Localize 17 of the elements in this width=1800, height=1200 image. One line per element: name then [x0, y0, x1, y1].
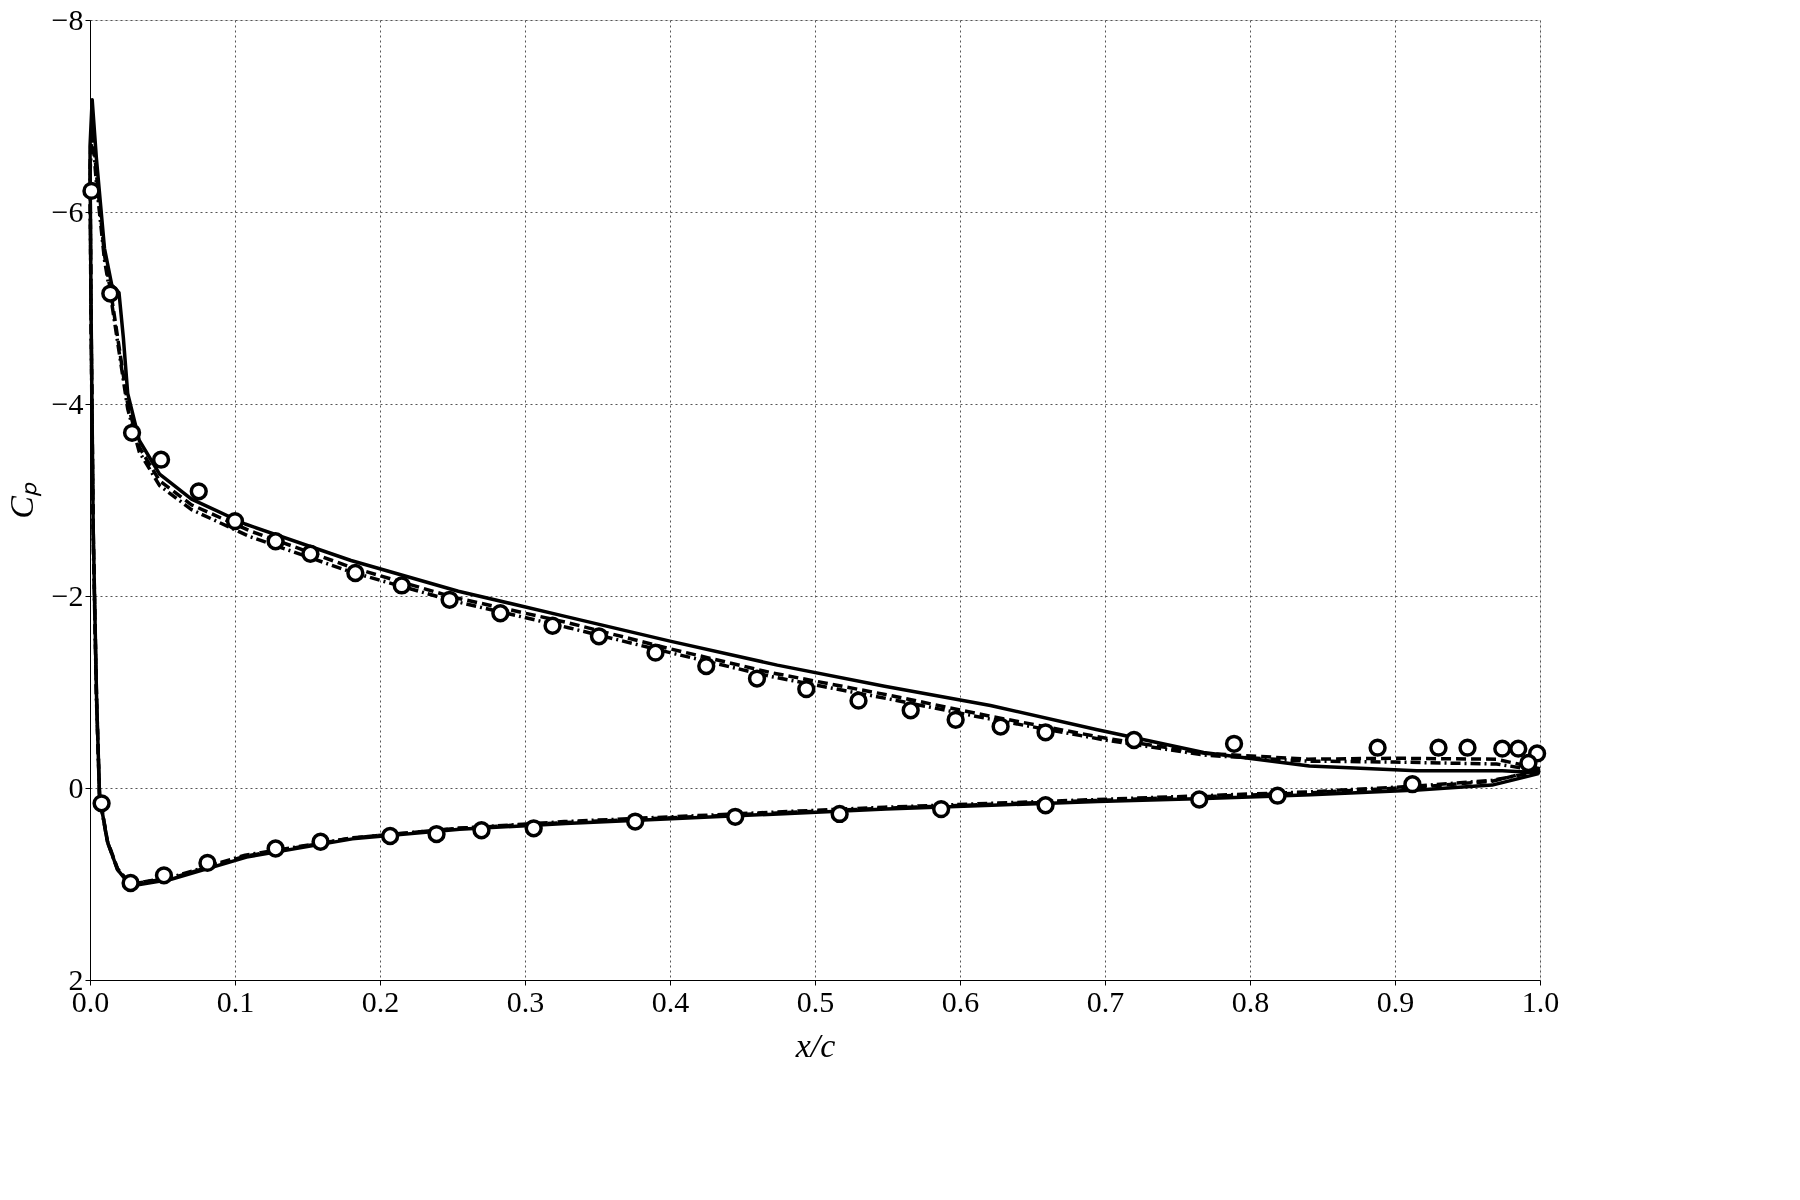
x-tick-label: 0.6	[941, 984, 980, 1018]
x-axis-title: x/c	[794, 1026, 836, 1064]
x-tick-label: 1.0	[1521, 984, 1560, 1018]
x-tick-label: 0.9	[1376, 984, 1415, 1018]
x-tick-label: 0.8	[1231, 984, 1270, 1018]
y-tick-label: −4	[51, 386, 84, 420]
x-tick-label: 0.5	[796, 984, 835, 1018]
y-axis-title: Cₚ	[2, 482, 42, 519]
y-tick-label: −2	[51, 578, 84, 612]
y-tick-label: 0	[68, 770, 84, 804]
x-tick-label: 0.1	[216, 984, 255, 1018]
x-tick-label: 0.3	[506, 984, 545, 1018]
x-tick-label: 0.2	[361, 984, 400, 1018]
y-tick-label: −8	[51, 2, 84, 36]
x-tick-label: 0.4	[651, 984, 690, 1018]
y-tick-label: −6	[51, 194, 84, 228]
x-tick-label: 0.7	[1086, 984, 1125, 1018]
